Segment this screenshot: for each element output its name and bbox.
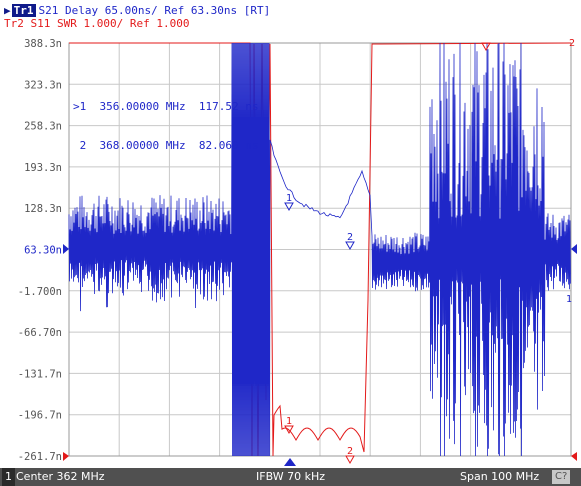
y-axis-tick-label: 258.3n [24,121,62,133]
marker-row-2-id: 2 [73,139,86,152]
trace2-badge[interactable]: Tr2 [4,17,24,30]
trace-header: ▶ Tr1 S21 Delay 65.00ns/ Ref 63.30ns [RT] … [0,0,581,34]
marker-row-1-freq: 356.00000 MHz [100,100,186,113]
marker-row-2-value: 82.060 ns [199,139,259,152]
y-axis-tick-label: -66.70n [18,327,62,339]
trace2-settings: S11 SWR 1.000/ Ref 1.000 [31,17,190,30]
y-axis-tick-label: -196.7n [18,410,62,422]
y-axis-tick-label: 193.3n [24,162,62,174]
marker-row-1[interactable]: >1 356.00000 MHz 117.52 ns [73,100,258,113]
y-axis-tick-label: 128.3n [24,203,62,215]
active-trace-arrow-icon: ▶ [4,4,11,17]
trace1-info-line[interactable]: ▶ Tr1 S21 Delay 65.00ns/ Ref 63.30ns [RT] [4,4,270,17]
trace1-marker-1-label: 1 [286,193,292,204]
channel-number[interactable]: 1 [2,468,15,486]
marker-row-1-value: 117.52 ns [199,100,259,113]
frequency-span[interactable]: Span 100 MHz [460,468,539,486]
y-axis-tick-label: -261.7n [18,451,62,463]
trace1-right-label: 1 [566,294,572,305]
trace2-marker-2-label: 2 [347,446,353,457]
trace2-info-line[interactable]: Tr2 S11 SWR 1.000/ Ref 1.000 [4,17,189,30]
trace1-settings: S21 Delay 65.00ns/ Ref 63.30ns [RT] [39,4,271,17]
trace2-right-label: 2 [569,38,575,49]
measurement-plot[interactable]: 388.3n 323.3n 258.3n 193.3n 128.3n 63.30n -1.7… [0,34,581,468]
y-axis-tick-label: 388.3n [24,38,62,50]
trace1-marker-2-label: 2 [347,232,353,243]
status-bar: 1 Center 362 MHz IFBW 70 kHz Span 100 MH… [0,468,581,486]
trace2-marker-1-label: 1 [286,416,292,427]
marker-table: >1 356.00000 MHz 117.52 ns 2 368.00000 M… [73,74,258,178]
center-frequency[interactable]: Center 362 MHz [16,468,105,486]
trace1-badge[interactable]: Tr1 [12,4,36,17]
marker-row-1-id: >1 [73,100,86,113]
marker-row-2-freq: 368.00000 MHz [100,139,186,152]
if-bandwidth[interactable]: IFBW 70 kHz [256,468,325,486]
marker-row-2[interactable]: 2 368.00000 MHz 82.060 ns [73,139,258,152]
calibration-status[interactable]: C? [552,470,570,484]
y-axis-tick-label: -131.7n [18,368,62,380]
y-axis-tick-label: -1.700n [18,286,62,298]
y-axis-tick-label: 63.30n [24,245,62,257]
y-axis-tick-label: 323.3n [24,79,62,91]
